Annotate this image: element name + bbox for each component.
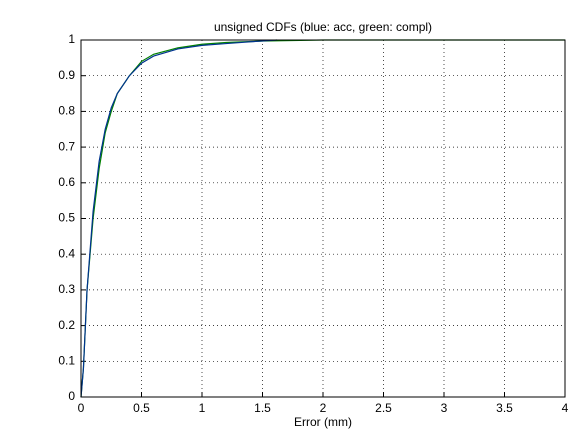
y-tick-label: 0.9 bbox=[58, 68, 75, 82]
x-tick-label: 2 bbox=[320, 401, 327, 415]
y-tick-label: 0.5 bbox=[58, 211, 75, 225]
x-tick-label: 1.5 bbox=[254, 401, 271, 415]
x-tick-label: 0.5 bbox=[133, 401, 150, 415]
y-tick-label: 0.2 bbox=[58, 318, 75, 332]
x-tick-label: 2.5 bbox=[375, 401, 392, 415]
chart-title: unsigned CDFs (blue: acc, green: compl) bbox=[214, 20, 432, 34]
y-tick-label: 1 bbox=[68, 32, 75, 46]
y-tick-label: 0.8 bbox=[58, 104, 75, 118]
y-tick-label: 0.3 bbox=[58, 282, 75, 296]
y-tick-label: 0 bbox=[68, 389, 75, 403]
x-tick-label: 0 bbox=[78, 401, 85, 415]
axes-box bbox=[80, 39, 566, 398]
x-axis-label: Error (mm) bbox=[294, 415, 352, 429]
cdf-line bbox=[80, 39, 278, 398]
x-tick-label: 3 bbox=[441, 401, 448, 415]
x-tick-label: 1 bbox=[199, 401, 206, 415]
x-tick-label: 3.5 bbox=[496, 401, 513, 415]
y-tick-label: 0.6 bbox=[58, 175, 75, 189]
y-tick-label: 0.1 bbox=[58, 353, 75, 367]
y-tick-label: 0.7 bbox=[58, 139, 75, 153]
x-tick-label: 4 bbox=[562, 401, 569, 415]
y-tick-label: 0.4 bbox=[58, 246, 75, 260]
